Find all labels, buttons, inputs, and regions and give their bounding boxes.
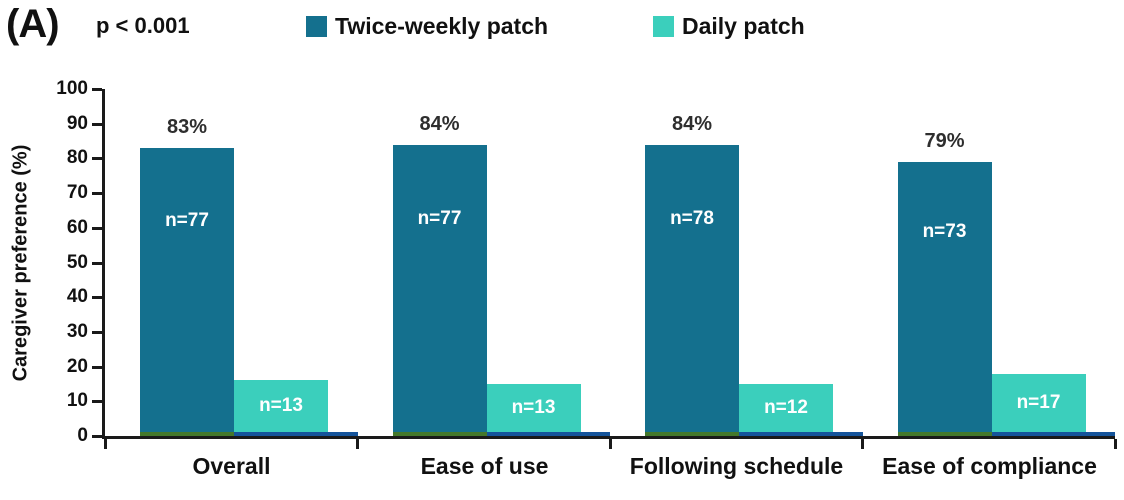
- bar-value-label: 83%: [166, 116, 208, 138]
- y-axis-tick-label: 10: [66, 390, 88, 411]
- bar-n-label: n=77: [165, 210, 209, 231]
- bar-twice-weekly: n=78: [645, 145, 739, 432]
- base-strip-twice-weekly: [645, 432, 739, 436]
- y-axis-tick-label: 20: [66, 356, 88, 377]
- y-axis-tick-label: 40: [66, 286, 88, 307]
- y-axis-tick: [92, 435, 102, 438]
- x-axis-tick: [861, 439, 864, 449]
- bar-n-label: n=13: [259, 395, 303, 416]
- bar-n-label: n=77: [417, 208, 462, 229]
- base-strip-daily: [486, 432, 610, 436]
- y-axis-tick: [92, 192, 102, 195]
- y-axis-tick-label: 80: [66, 147, 88, 168]
- y-axis-tick-label: 90: [66, 113, 88, 134]
- bar-daily: n=17: [991, 374, 1086, 432]
- bar-value-label: 84%: [419, 113, 460, 135]
- category-label: Ease of use: [420, 453, 549, 479]
- bar-n-label: n=13: [511, 397, 556, 418]
- legend-label: Daily patch: [682, 13, 805, 39]
- bar-n-label: n=17: [1016, 392, 1061, 413]
- y-axis-tick: [92, 157, 102, 160]
- x-axis-tick: [609, 439, 612, 449]
- bar-n-label: n=73: [922, 221, 967, 242]
- bar-n-label: n=78: [670, 208, 714, 229]
- y-axis-tick-label: 0: [77, 425, 88, 446]
- y-axis-tick: [92, 400, 102, 403]
- category-label: Ease of compliance: [882, 453, 1097, 479]
- y-axis-tick: [92, 88, 102, 91]
- legend-item: Twice-weekly patch: [306, 13, 548, 40]
- y-axis-tick-label: 30: [66, 321, 88, 342]
- bar-twice-weekly: n=77: [392, 145, 487, 432]
- category-label: Overall: [192, 453, 271, 479]
- y-axis-tick: [92, 262, 102, 265]
- bar-twice-weekly: n=73: [897, 162, 992, 432]
- category-label: Following schedule: [629, 453, 844, 479]
- y-axis-tick: [92, 331, 102, 334]
- legend-swatch: [653, 16, 674, 37]
- bar-daily: n=13: [234, 380, 328, 432]
- bar-daily: n=12: [739, 384, 833, 432]
- base-strip-twice-weekly: [392, 432, 487, 436]
- base-strip-daily: [234, 432, 358, 436]
- bar-value-label: 79%: [924, 130, 965, 152]
- x-axis-tick: [104, 439, 107, 449]
- legend-swatch: [306, 16, 327, 37]
- bar-n-label: n=12: [764, 397, 808, 418]
- base-strip-twice-weekly: [897, 432, 992, 436]
- y-axis-tick-label: 70: [66, 182, 88, 203]
- y-axis-tick: [92, 227, 102, 230]
- y-axis-tick: [92, 366, 102, 369]
- x-axis-tick: [1114, 439, 1117, 449]
- plot-area: n=77 83% n=13 n=77 84% n=13 n=78 84% n=12 n=73 79%…: [92, 88, 1117, 449]
- base-strip-daily: [739, 432, 863, 436]
- y-axis-tick: [92, 123, 102, 126]
- base-strip-twice-weekly: [140, 432, 234, 436]
- base-strip-daily: [991, 432, 1115, 436]
- p-value-annotation: p < 0.001: [96, 13, 190, 38]
- legend-label: Twice-weekly patch: [335, 13, 549, 39]
- legend-item: Daily patch: [653, 13, 805, 40]
- bar-twice-weekly: n=77: [140, 148, 234, 432]
- bar-daily: n=13: [486, 384, 581, 432]
- y-axis-tick-label: 50: [66, 252, 88, 273]
- y-axis-tick: [92, 296, 102, 299]
- bar-value-label: 84%: [671, 113, 713, 135]
- panel-label: (A): [6, 2, 60, 46]
- y-axis-tick-label: 60: [66, 217, 88, 238]
- x-axis-tick: [356, 439, 359, 449]
- y-axis-tick-label: 100: [56, 78, 88, 99]
